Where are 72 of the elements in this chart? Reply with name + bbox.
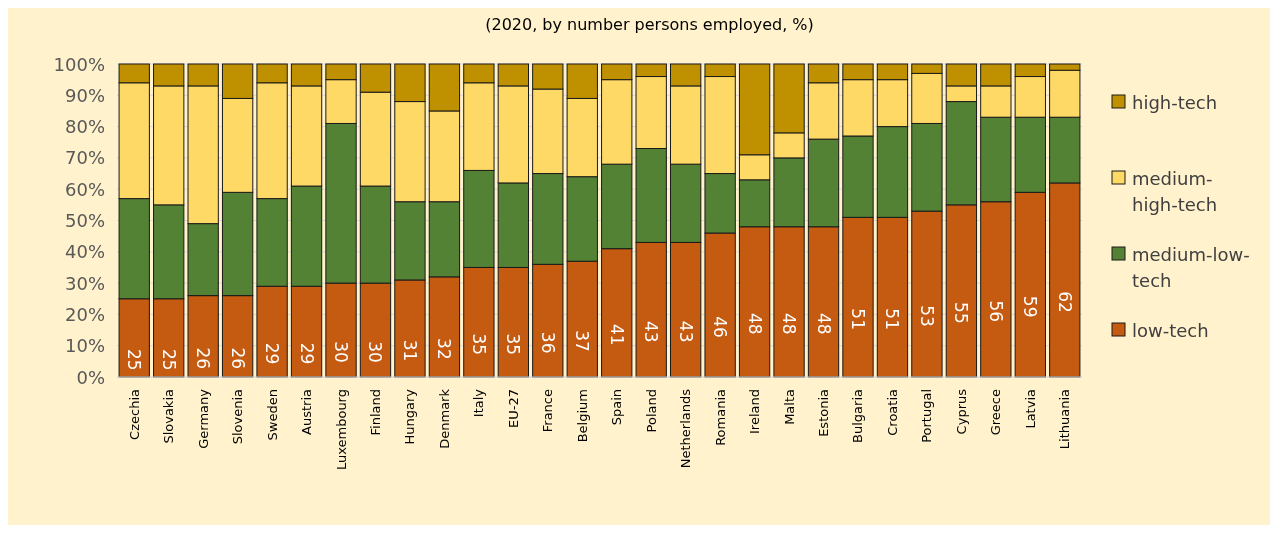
- x-tick-label: Malta: [781, 389, 797, 425]
- y-tick-label: 70%: [64, 147, 105, 169]
- data-label: 30: [331, 341, 352, 363]
- legend-label: medium-high-tech: [1132, 167, 1218, 215]
- x-tick-label: Italy: [471, 388, 487, 418]
- legend-label: low-tech: [1132, 319, 1209, 341]
- data-label: 56: [985, 300, 1006, 323]
- data-label: 36: [537, 331, 558, 354]
- y-tick-label: 30%: [64, 272, 105, 294]
- x-tick-label: Estonia: [816, 389, 832, 437]
- x-tick-label: Czechia: [126, 389, 142, 440]
- x-tick-label: Sweden: [264, 389, 280, 441]
- legend-label: high-tech: [1132, 91, 1218, 113]
- data-label: 29: [296, 342, 317, 365]
- x-tick-label: Romania: [712, 389, 728, 446]
- data-label: 29: [262, 342, 283, 365]
- data-label: 37: [572, 330, 593, 352]
- x-tick-label: France: [540, 389, 556, 433]
- x-tick-label: Austria: [299, 389, 315, 435]
- data-label: 59: [1020, 295, 1041, 318]
- y-tick-label: 90%: [64, 84, 105, 106]
- y-tick-label: 80%: [64, 116, 105, 138]
- x-tick-label: Bulgaria: [850, 389, 866, 443]
- data-label: 35: [503, 333, 524, 356]
- x-tick-label: Poland: [643, 389, 659, 433]
- x-tick-label: Greece: [988, 389, 1004, 436]
- data-label: 32: [434, 338, 455, 360]
- data-label: 26: [193, 347, 214, 370]
- data-label: 41: [606, 324, 627, 346]
- data-label: 46: [710, 316, 731, 338]
- x-tick-label: Netherlands: [678, 388, 694, 469]
- x-tick-label: EU-27: [505, 389, 521, 428]
- x-tick-label: Latvia: [1022, 389, 1038, 429]
- y-tick-label: 50%: [64, 210, 105, 231]
- y-tick-label: 60%: [64, 178, 105, 200]
- legend-label: medium-low-tech: [1132, 243, 1250, 291]
- y-tick-label: 10%: [64, 335, 105, 357]
- data-label: 53: [916, 305, 937, 327]
- data-label: 48: [744, 313, 765, 335]
- data-label: 43: [675, 320, 696, 343]
- x-tick-label: Luxembourg: [333, 389, 349, 471]
- x-tick-label: Denmark: [436, 388, 452, 449]
- x-tick-label: Cyprus: [953, 388, 969, 435]
- y-tick-label: 100%: [53, 53, 105, 75]
- x-tick-label: Hungary: [402, 388, 418, 445]
- x-tick-label: Belgium: [574, 389, 590, 443]
- data-label: 48: [813, 313, 834, 335]
- x-tick-label: Slovenia: [230, 389, 246, 445]
- y-tick-label: 20%: [64, 303, 105, 325]
- data-label: 31: [399, 339, 420, 362]
- data-label: 25: [124, 349, 145, 371]
- x-tick-label: Germany: [195, 388, 211, 449]
- x-tick-label: Finland: [367, 389, 383, 436]
- x-tick-label: Lithuania: [1057, 389, 1073, 450]
- data-label: 43: [641, 320, 662, 343]
- data-label: 30: [365, 341, 386, 363]
- y-tick-label: 40%: [64, 241, 105, 263]
- data-label: 35: [468, 333, 489, 356]
- x-tick-label: Portugal: [919, 389, 935, 443]
- data-label: 48: [779, 313, 800, 335]
- data-label: 51: [882, 308, 903, 331]
- data-label: 51: [847, 308, 868, 331]
- data-label: 55: [951, 302, 972, 324]
- chart-title: (2020, by number persons employed, %): [485, 15, 814, 34]
- x-tick-label: Spain: [609, 389, 625, 426]
- data-label: 26: [227, 347, 248, 370]
- y-tick-label: 0%: [76, 366, 105, 388]
- data-label: 25: [158, 349, 179, 371]
- x-tick-label: Ireland: [747, 389, 763, 434]
- data-label: 62: [1054, 291, 1075, 313]
- x-tick-label: Slovakia: [161, 389, 177, 444]
- x-tick-label: Croatia: [884, 389, 900, 436]
